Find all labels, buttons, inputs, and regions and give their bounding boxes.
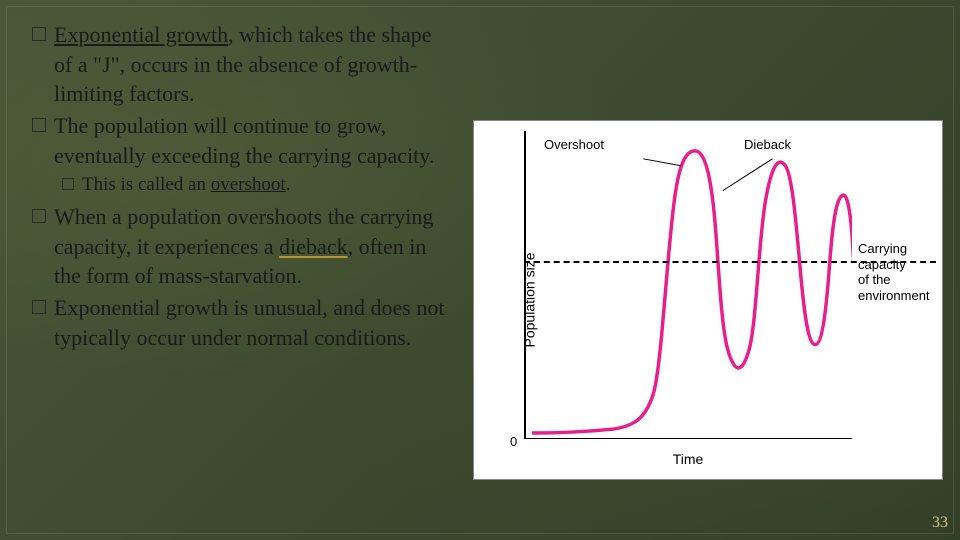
bullet-text: When a population overshoots the carryin… — [54, 202, 452, 291]
overshoot-pointer — [643, 159, 681, 166]
population-curve — [532, 151, 852, 433]
page-number: 33 — [932, 514, 948, 532]
bullet-item: Exponential growth is unusual, and does … — [32, 293, 452, 352]
bullet-item: This is called an overshoot. — [62, 172, 452, 198]
bullet-box-icon — [62, 178, 74, 190]
curve-svg — [524, 131, 852, 439]
dieback-label: Dieback — [744, 137, 791, 153]
origin-label: 0 — [510, 434, 517, 449]
bullet-box-icon — [32, 27, 46, 41]
chart-column: Population size Time 0 Overshoot Dieback… — [464, 20, 952, 520]
carrying-capacity-label: Carrying capacity of the environment — [858, 241, 936, 303]
bullet-box-icon — [32, 209, 46, 223]
population-chart: Population size Time 0 Overshoot Dieback… — [473, 120, 943, 480]
slide-content: Exponential growth, which takes the shap… — [0, 0, 960, 540]
bullet-text: Exponential growth, which takes the shap… — [54, 20, 452, 109]
x-axis-label: Time — [524, 451, 852, 467]
bullet-box-icon — [32, 118, 46, 132]
bullet-box-icon — [32, 300, 46, 314]
bullet-text: Exponential growth is unusual, and does … — [54, 293, 452, 352]
plot-area — [524, 131, 852, 439]
bullet-item: When a population overshoots the carryin… — [32, 202, 452, 291]
overshoot-label: Overshoot — [544, 137, 604, 153]
bullet-item: Exponential growth, which takes the shap… — [32, 20, 452, 109]
bullet-text: This is called an overshoot. — [82, 172, 452, 198]
bullet-list: Exponential growth, which takes the shap… — [32, 20, 452, 520]
bullet-text: The population will continue to grow, ev… — [54, 111, 452, 170]
bullet-item: The population will continue to grow, ev… — [32, 111, 452, 170]
dieback-pointer — [723, 159, 773, 191]
